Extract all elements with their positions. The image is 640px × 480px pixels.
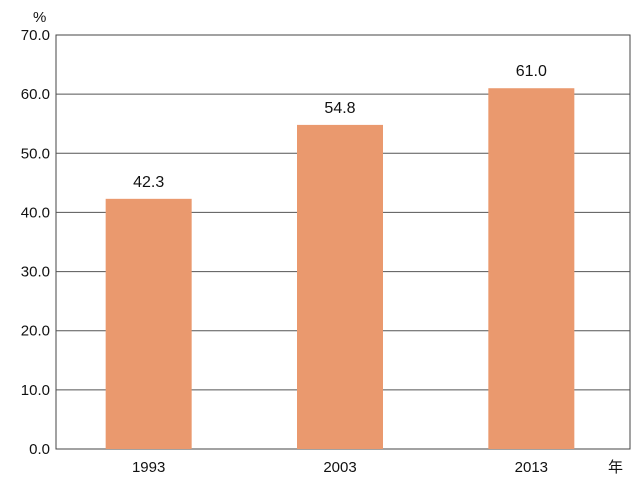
y-tick-label: 40.0 bbox=[21, 204, 50, 221]
value-label-2003: 54.8 bbox=[324, 100, 355, 117]
x-tick-label-2003: 2003 bbox=[323, 459, 356, 476]
y-tick-label: 50.0 bbox=[21, 145, 50, 162]
y-tick-label: 60.0 bbox=[21, 86, 50, 103]
axes: % 年 0.0 10.0 20.0 30.0 40.0 50.0 60.0 70.0 1993 2… bbox=[21, 9, 623, 476]
y-tick-label: 0.0 bbox=[29, 441, 50, 458]
bar-2013 bbox=[488, 88, 575, 449]
y-tick-label: 20.0 bbox=[21, 323, 50, 340]
x-tick-label-1993: 1993 bbox=[132, 459, 165, 476]
y-tick-label: 30.0 bbox=[21, 264, 50, 281]
x-axis-unit-label: 年 bbox=[608, 459, 623, 476]
y-tick-label: 70.0 bbox=[21, 27, 50, 44]
bar-1993 bbox=[105, 198, 192, 449]
bar-2003 bbox=[297, 124, 383, 449]
y-axis-unit-label: % bbox=[33, 9, 46, 26]
x-tick-label-2013: 2013 bbox=[515, 459, 548, 476]
bars: 42.3 54.8 61.0 bbox=[105, 63, 575, 449]
y-tick-label: 10.0 bbox=[21, 382, 50, 399]
value-label-1993: 42.3 bbox=[133, 174, 164, 191]
value-label-2013: 61.0 bbox=[516, 63, 547, 80]
